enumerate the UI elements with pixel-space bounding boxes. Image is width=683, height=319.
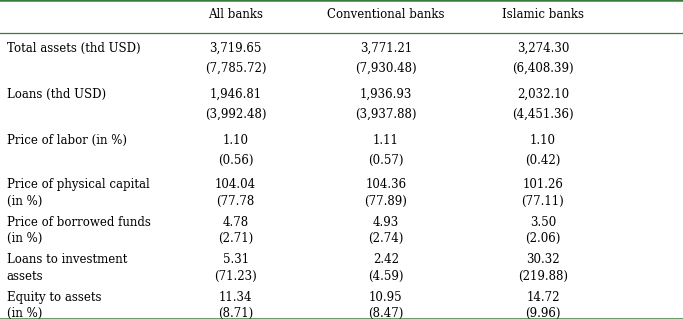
Text: Islamic banks: Islamic banks: [502, 8, 584, 21]
Text: Conventional banks: Conventional banks: [327, 8, 445, 21]
Text: 101.26: 101.26: [522, 178, 563, 191]
Text: 1.11: 1.11: [373, 134, 399, 147]
Text: (3,937.88): (3,937.88): [355, 108, 417, 121]
Text: (3,992.48): (3,992.48): [205, 108, 266, 121]
Text: 2.42: 2.42: [373, 253, 399, 266]
Text: 4.78: 4.78: [223, 216, 249, 228]
Text: 3.50: 3.50: [530, 216, 556, 228]
Text: (7,930.48): (7,930.48): [355, 62, 417, 75]
Text: Total assets (thd USD): Total assets (thd USD): [7, 41, 141, 55]
Text: Loans (thd USD): Loans (thd USD): [7, 88, 106, 101]
Text: 1.10: 1.10: [223, 134, 249, 147]
Text: (219.88): (219.88): [518, 270, 568, 283]
Text: (77.78: (77.78: [217, 195, 255, 207]
Text: (4.59): (4.59): [368, 270, 404, 283]
Text: (7,785.72): (7,785.72): [205, 62, 266, 75]
Text: 10.95: 10.95: [369, 291, 403, 304]
Text: 30.32: 30.32: [526, 253, 560, 266]
Text: Price of physical capital: Price of physical capital: [7, 178, 150, 191]
Text: Equity to assets: Equity to assets: [7, 291, 101, 304]
Text: (8.47): (8.47): [368, 308, 404, 319]
Text: (71.23): (71.23): [214, 270, 257, 283]
Text: (6,408.39): (6,408.39): [512, 62, 574, 75]
Text: (8.71): (8.71): [218, 308, 253, 319]
Text: 1,946.81: 1,946.81: [210, 88, 262, 101]
Text: All banks: All banks: [208, 8, 263, 21]
Text: Price of borrowed funds: Price of borrowed funds: [7, 216, 151, 228]
Text: (in %): (in %): [7, 195, 42, 207]
Text: 2,032.10: 2,032.10: [517, 88, 569, 101]
Text: (in %): (in %): [7, 308, 42, 319]
Text: (2.71): (2.71): [218, 232, 253, 245]
Text: 1.10: 1.10: [530, 134, 556, 147]
Text: 5.31: 5.31: [223, 253, 249, 266]
Text: (2.06): (2.06): [525, 232, 561, 245]
Text: 3,771.21: 3,771.21: [360, 41, 412, 55]
Text: 1,936.93: 1,936.93: [360, 88, 412, 101]
Text: (0.57): (0.57): [368, 154, 404, 167]
Text: (77.11): (77.11): [522, 195, 564, 207]
Text: 4.93: 4.93: [373, 216, 399, 228]
Text: (2.74): (2.74): [368, 232, 404, 245]
Text: (in %): (in %): [7, 232, 42, 245]
Text: 3,274.30: 3,274.30: [517, 41, 569, 55]
Text: 3,719.65: 3,719.65: [210, 41, 262, 55]
Text: (9.96): (9.96): [525, 308, 561, 319]
Text: (0.56): (0.56): [218, 154, 253, 167]
Text: 104.04: 104.04: [215, 178, 256, 191]
Text: 11.34: 11.34: [219, 291, 253, 304]
Text: (0.42): (0.42): [525, 154, 561, 167]
Text: 104.36: 104.36: [365, 178, 406, 191]
Text: assets: assets: [7, 270, 44, 283]
Text: 14.72: 14.72: [526, 291, 560, 304]
Text: (4,451.36): (4,451.36): [512, 108, 574, 121]
Text: Price of labor (in %): Price of labor (in %): [7, 134, 127, 147]
Text: (77.89): (77.89): [365, 195, 407, 207]
Text: Loans to investment: Loans to investment: [7, 253, 127, 266]
